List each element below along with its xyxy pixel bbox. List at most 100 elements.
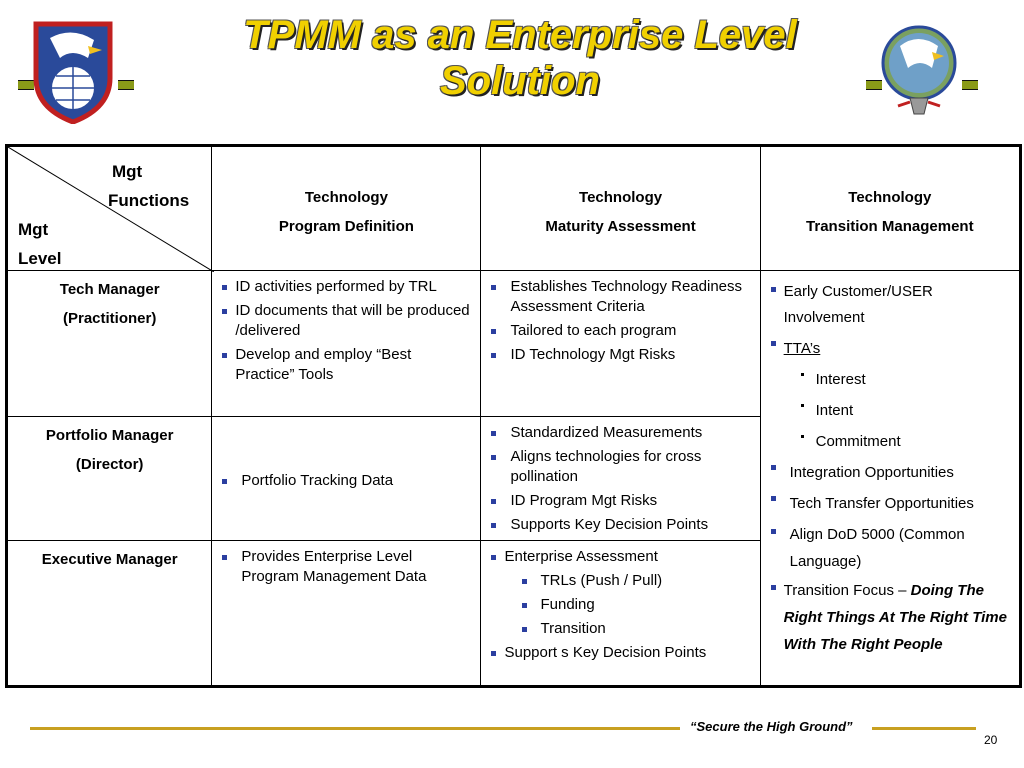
page-number: 20 xyxy=(984,733,998,747)
col-header-maturity-assessment: Technology Maturity Assessment xyxy=(480,145,761,271)
corner-header-cell: Mgt Functions Mgt Level xyxy=(5,145,214,272)
level-role: (Director) xyxy=(75,456,144,473)
executive-program-definition: Provides Enterprise Level Program Manage… xyxy=(211,540,482,687)
portfolio-program-definition: Portfolio Tracking Data xyxy=(211,416,482,541)
right-dash-2 xyxy=(962,80,978,90)
list-item-text: Enterprise Assessment xyxy=(504,548,658,565)
col-header-transition-management: Technology Transition Management xyxy=(759,145,1022,271)
list-item: TTA’s xyxy=(770,333,1011,364)
list-item: Transition Focus – Doing The Right Thing… xyxy=(770,577,1011,658)
list-item: Early Customer/USER Involvement xyxy=(770,279,1011,331)
portfolio-maturity-assessment: Standardized Measurements Aligns technol… xyxy=(480,416,761,541)
list-item-text: Standardized Measurements xyxy=(510,424,703,441)
tech-manager-program-definition: ID activities performed by TRL ID docume… xyxy=(211,270,482,417)
list-item: Standardized Measurements xyxy=(491,423,749,443)
list-item-text: Establishes Technology Readiness Assessm… xyxy=(510,278,743,315)
list-item-text: ID Technology Mgt Risks xyxy=(510,346,676,363)
list-item-text: Transition xyxy=(540,620,606,637)
list-item: Supports Key Decision Points xyxy=(491,515,749,535)
title-line-2: Solution xyxy=(440,59,600,103)
list-item-text: Tech Transfer Opportunities xyxy=(789,495,974,512)
transition-management-cell: Early Customer/USER Involvement TTA’s In… xyxy=(759,270,1022,687)
list-item: ID documents that will be produced /deli… xyxy=(222,301,470,341)
col1-header-line2: Program Definition xyxy=(278,218,414,235)
list-item: Transition xyxy=(491,619,749,639)
list-item: Enterprise Assessment xyxy=(491,547,749,567)
list-item-text: Tailored to each program xyxy=(510,322,677,339)
table-row: Portfolio Manager (Director) Portfolio T… xyxy=(5,416,1021,541)
col2-header-line2: Maturity Assessment xyxy=(545,218,696,235)
army-shield-logo xyxy=(33,21,113,124)
corner-level: Level xyxy=(18,249,62,268)
col2-header-line1: Technology xyxy=(579,189,663,206)
list-item: Portfolio Tracking Data xyxy=(222,471,470,491)
list-item: Intent xyxy=(771,395,1011,426)
list-item-text: Supports Key Decision Points xyxy=(510,516,709,533)
list-item-text: Commitment xyxy=(815,433,901,450)
level-label: Tech Manager xyxy=(59,281,160,298)
footer-line-right xyxy=(872,727,976,730)
list-item: TRLs (Push / Pull) xyxy=(491,571,749,591)
tpmm-table: Mgt Functions Mgt Level Technology Progr… xyxy=(5,144,1022,688)
header-row: Mgt Functions Mgt Level Technology Progr… xyxy=(5,145,1022,272)
tta-link: TTA’s xyxy=(783,340,821,357)
corner-mgt-bottom: Mgt xyxy=(18,220,49,239)
list-item-text: ID activities performed by TRL xyxy=(235,278,437,295)
list-item-text: Integration Opportunities xyxy=(789,464,954,481)
list-item: Commitment xyxy=(771,426,1011,457)
list-item: Support s Key Decision Points xyxy=(491,643,749,663)
list-item-text: Interest xyxy=(815,371,866,388)
tech-manager-maturity-assessment: Establishes Technology Readiness Assessm… xyxy=(480,270,761,417)
level-label: Executive Manager xyxy=(41,551,178,568)
corner-diagonal xyxy=(8,147,214,272)
col1-header-line1: Technology xyxy=(304,189,388,206)
transition-focus-emphasis: Doing The Right Things At The Right Time… xyxy=(783,582,1007,653)
space-command-logo xyxy=(881,25,957,115)
list-item-text: ID Program Mgt Risks xyxy=(510,492,658,509)
list-item-text: TRLs (Push / Pull) xyxy=(540,572,663,589)
corner-mgt-top: Mgt xyxy=(112,162,143,181)
list-item: ID Program Mgt Risks xyxy=(491,491,749,511)
right-dash-1 xyxy=(866,80,882,90)
level-role: (Practitioner) xyxy=(62,310,157,327)
corner-functions: Functions xyxy=(108,191,190,210)
list-item-text: Funding xyxy=(540,596,595,613)
level-tech-manager: Tech Manager (Practitioner) xyxy=(5,270,213,417)
list-item: Tech Transfer Opportunities xyxy=(770,488,1011,519)
list-item-text: Intent xyxy=(815,402,854,419)
list-item: Establishes Technology Readiness Assessm… xyxy=(491,277,749,317)
footer-slogan: “Secure the High Ground” xyxy=(690,719,853,734)
list-item-text: Provides Enterprise Level Program Manage… xyxy=(241,548,427,585)
list-item-text: ID documents that will be produced /deli… xyxy=(235,302,470,339)
list-item-text: Aligns technologies for cross pollinatio… xyxy=(510,448,702,485)
list-item: Integration Opportunities xyxy=(770,457,1011,488)
col3-header-line2: Transition Management xyxy=(806,218,974,235)
table-row: Tech Manager (Practitioner) ID activitie… xyxy=(5,270,1022,687)
list-item: Provides Enterprise Level Program Manage… xyxy=(222,547,470,587)
list-item: ID activities performed by TRL xyxy=(222,277,470,297)
list-item: Interest xyxy=(771,364,1011,395)
executive-maturity-assessment: Enterprise Assessment TRLs (Push / Pull)… xyxy=(480,540,761,687)
list-item: Develop and employ “Best Practice” Tools xyxy=(222,345,470,385)
list-item: Aligns technologies for cross pollinatio… xyxy=(491,447,749,487)
list-item: Align DoD 5000 (Common Language) xyxy=(770,521,1011,575)
left-dash-2 xyxy=(118,80,134,90)
title-line-1: TPMM as an Enterprise Level xyxy=(243,13,797,57)
list-item-text: Support s Key Decision Points xyxy=(504,644,707,661)
table-row: Executive Manager Provides Enterprise Le… xyxy=(5,540,1021,687)
level-label: Portfolio Manager xyxy=(45,427,174,444)
list-item-text: Align DoD 5000 (Common Language) xyxy=(789,526,965,570)
left-dash-1 xyxy=(18,80,34,90)
col3-header-line1: Technology xyxy=(848,189,932,206)
level-portfolio-manager: Portfolio Manager (Director) xyxy=(5,416,213,541)
footer-line-left xyxy=(30,727,680,730)
list-item: ID Technology Mgt Risks xyxy=(491,345,749,365)
list-item-text: Portfolio Tracking Data xyxy=(241,472,394,489)
list-item-text: Early Customer/USER Involvement xyxy=(783,283,933,326)
list-item: Tailored to each program xyxy=(491,321,749,341)
list-item-text: Develop and employ “Best Practice” Tools xyxy=(235,346,412,383)
transition-focus-label: Transition Focus – xyxy=(783,582,911,599)
col-header-program-definition: Technology Program Definition xyxy=(211,145,482,271)
level-executive-manager: Executive Manager xyxy=(5,540,213,687)
page-title: TPMM as an Enterprise Level Solution xyxy=(150,12,890,104)
